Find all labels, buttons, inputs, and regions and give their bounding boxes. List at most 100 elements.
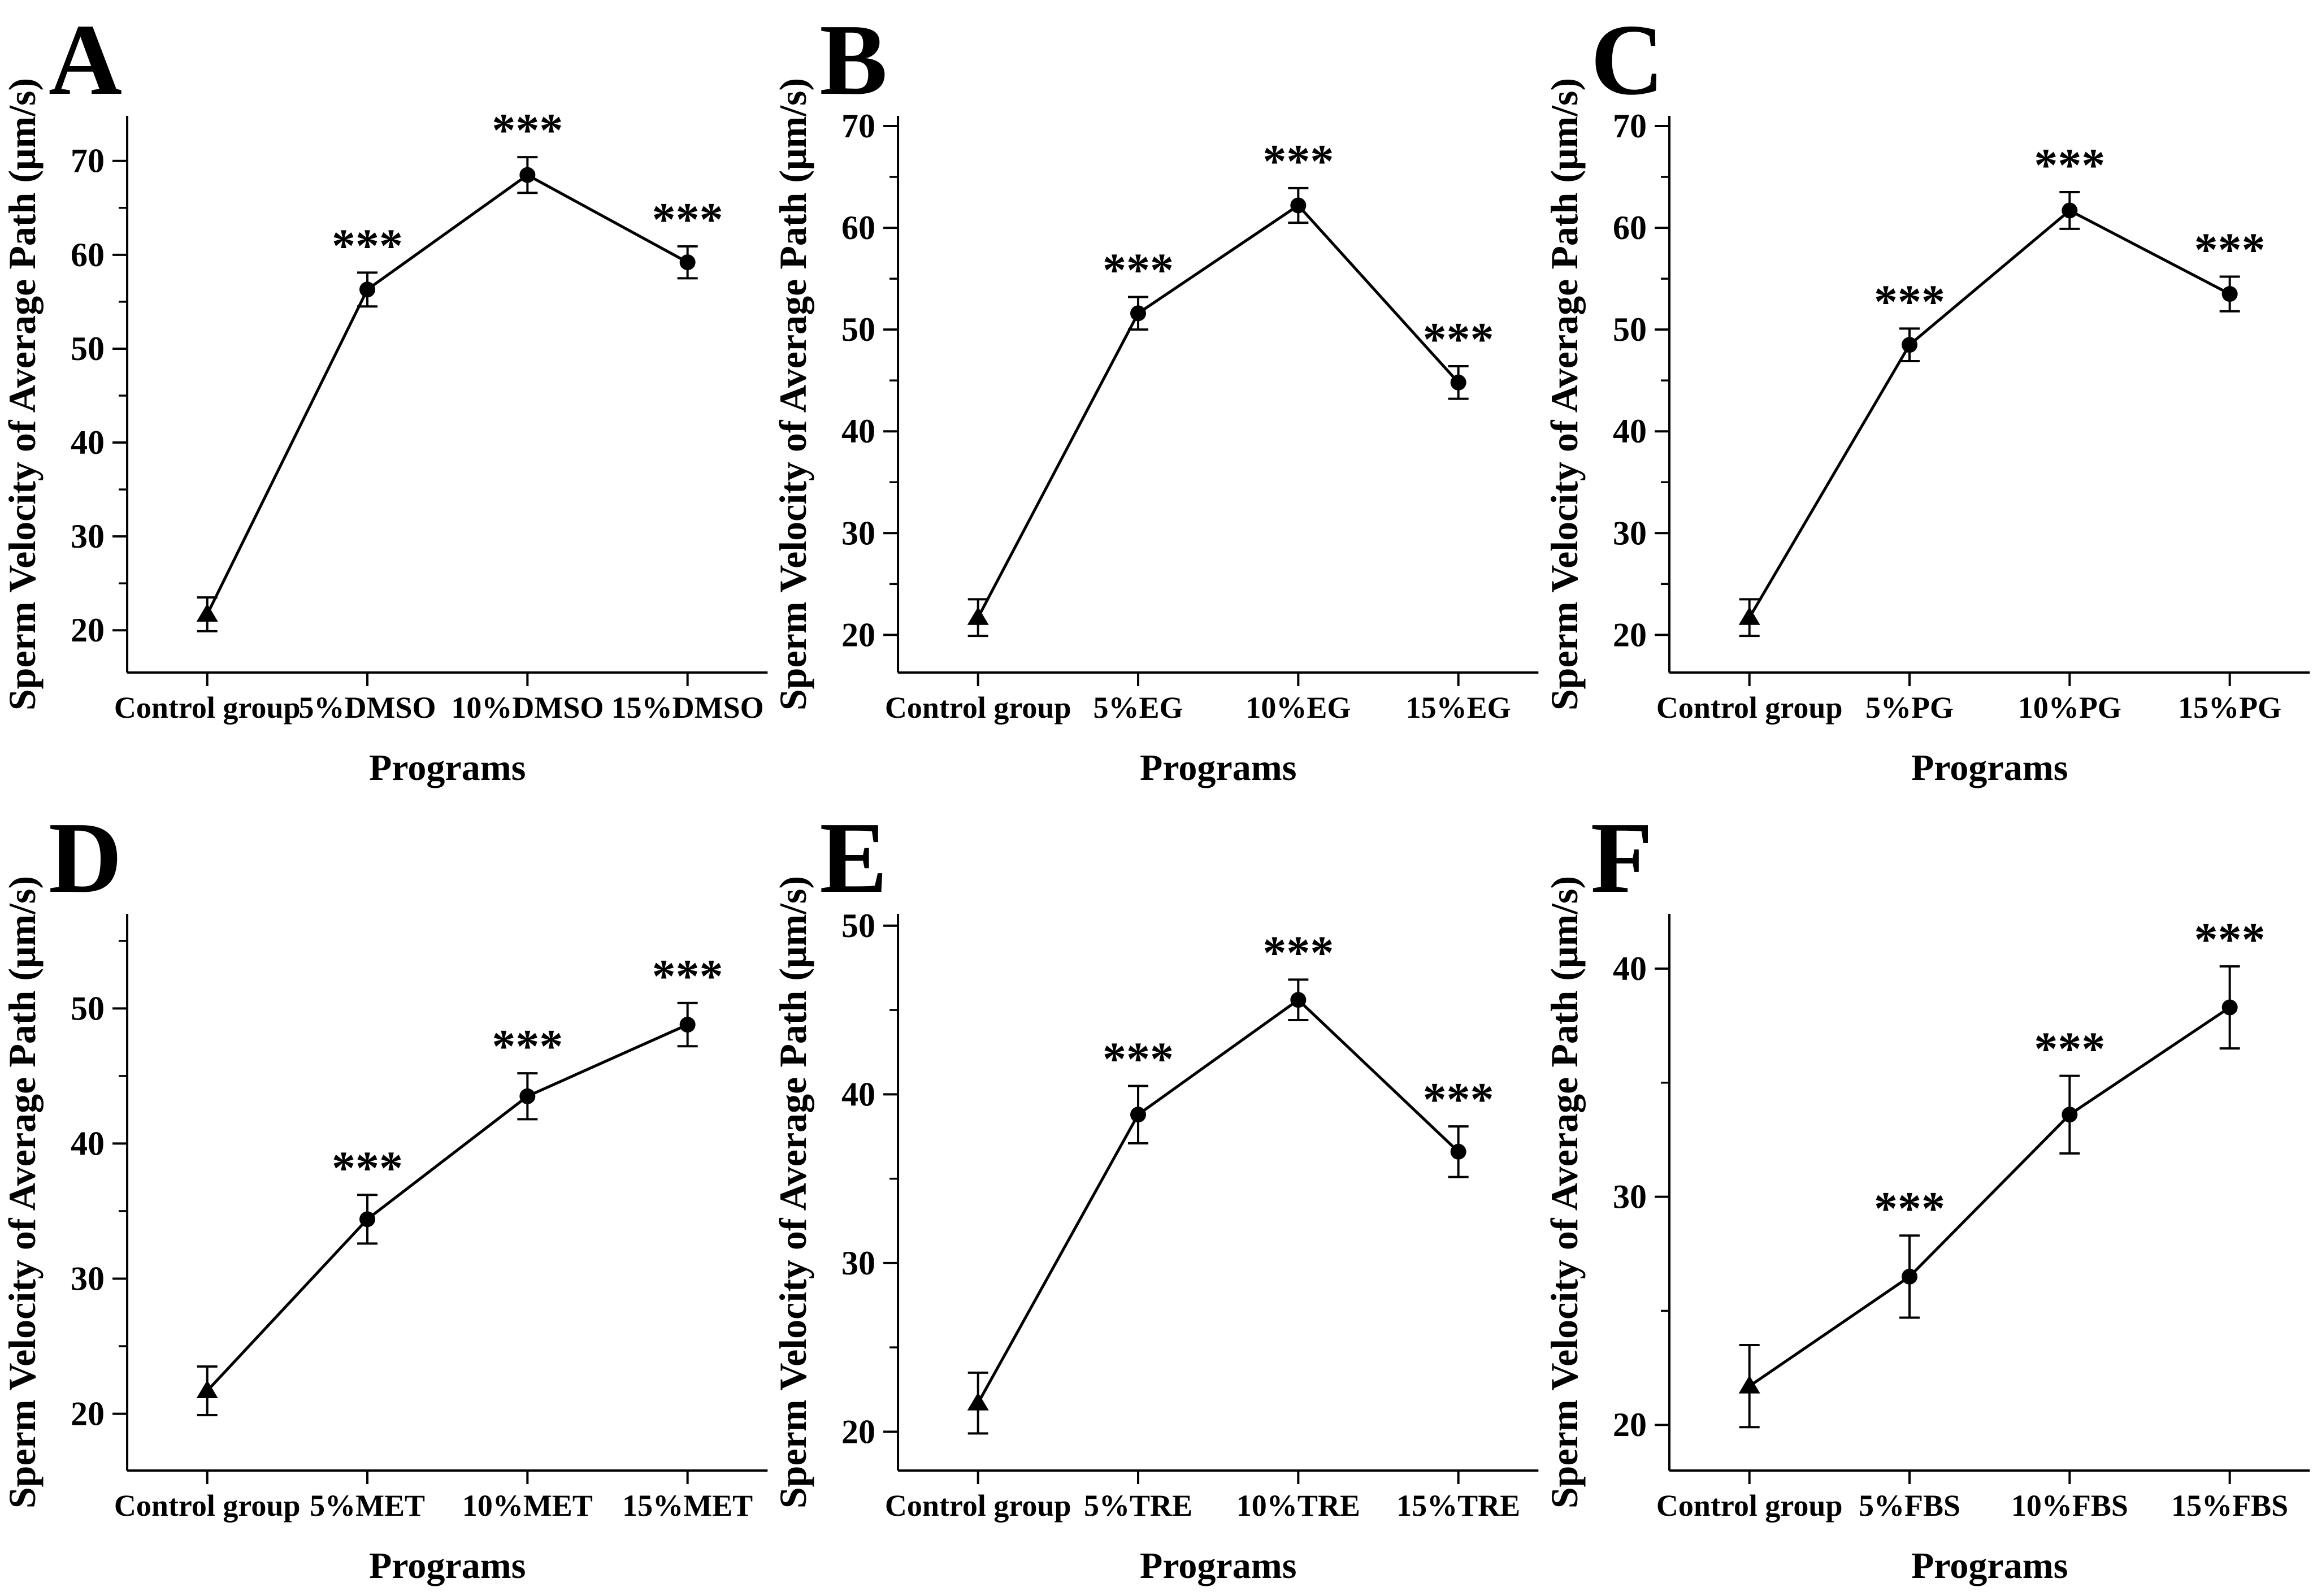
data-point-circle xyxy=(2221,286,2238,302)
significance-stars: *** xyxy=(2194,224,2265,276)
plot-area-F: 20 30 40 Control group 5%FBS 10%FBS 15%FBS Prog… xyxy=(1543,876,2310,1586)
significance-stars: *** xyxy=(1263,926,1334,979)
data-point-circle xyxy=(1130,305,1147,322)
y-tick-label: 40 xyxy=(841,413,875,450)
x-tick-label: 10%TRE xyxy=(1236,1489,1360,1523)
data-point-circle xyxy=(1450,374,1466,391)
chart-B: 20 30 40 50 60 70 Control group 5%EG 10%EG 15%EG P… xyxy=(771,78,1539,788)
y-axis-title: Sperm Velocity of Average Path (μm/s) xyxy=(1543,78,1586,710)
data-point-triangle xyxy=(196,1380,218,1398)
panel-letter-C: C xyxy=(1590,3,1664,116)
x-tick-label: 10%MET xyxy=(462,1489,593,1523)
y-axis-title: Sperm Velocity of Average Path (μm/s) xyxy=(771,78,814,710)
significance-stars: *** xyxy=(2194,913,2265,966)
data-line xyxy=(1748,1006,2230,1387)
x-tick-label: Control group xyxy=(114,1489,301,1523)
y-tick-label: 20 xyxy=(841,616,875,653)
y-tick-label: 40 xyxy=(71,424,105,461)
data-point-circle xyxy=(1901,1268,1917,1285)
x-tick-label: Control group xyxy=(885,691,1071,725)
x-tick-label: 15%EG xyxy=(1406,691,1511,725)
panel-D: D 20 30 40 50 Control group 5%MET 10%MET 15%MET… xyxy=(0,798,771,1596)
panel-C: C 20 30 40 50 60 70 Control group 5%PG 10%PG 15%P… xyxy=(1542,0,2313,798)
y-tick-label: 50 xyxy=(1613,311,1647,348)
x-tick-label: 10%DMSO xyxy=(451,691,604,725)
x-axis-title: Programs xyxy=(369,1545,526,1586)
x-axis-title: Programs xyxy=(1911,1545,2068,1586)
significance-stars: *** xyxy=(1874,275,1945,328)
x-tick-label: 5%DMSO xyxy=(299,691,436,725)
y-tick-label: 20 xyxy=(841,1413,875,1450)
panel-E: E 20 30 40 50 Control group 5%TRE 10%TRE 15%TRE… xyxy=(771,798,1542,1596)
panel-letter-D: D xyxy=(49,801,122,914)
x-axis-title: Programs xyxy=(1140,1545,1296,1586)
y-tick-label: 50 xyxy=(71,990,105,1027)
y-tick-label: 30 xyxy=(841,1244,875,1282)
x-tick-label: 10%FBS xyxy=(2011,1489,2128,1523)
panel-letter-B: B xyxy=(819,3,888,116)
data-point-circle xyxy=(2062,202,2078,219)
y-axis-title: Sperm Velocity of Average Path (μm/s) xyxy=(1,78,44,710)
x-tick-label: Control group xyxy=(1656,1489,1843,1523)
x-tick-label: 5%TRE xyxy=(1084,1489,1192,1523)
x-tick-label: 5%EG xyxy=(1093,691,1183,725)
x-tick-label: Control group xyxy=(1656,691,1843,725)
y-axis-title: Sperm Velocity of Average Path (μm/s) xyxy=(1543,876,1586,1508)
data-point-circle xyxy=(359,281,376,298)
panel-F: F 20 30 40 Control group 5%FBS 10%FBS 15%FBS Pr… xyxy=(1542,798,2313,1596)
x-axis-title: Programs xyxy=(1911,747,2068,788)
y-tick-label: 30 xyxy=(841,514,875,552)
x-tick-label: 5%MET xyxy=(310,1489,425,1523)
plot-area-C: 20 30 40 50 60 70 Control group 5%PG 10%PG 15%PG P… xyxy=(1543,78,2310,788)
x-tick-label: Control group xyxy=(885,1489,1071,1523)
chart-C: 20 30 40 50 60 70 Control group 5%PG 10%PG 15%PG P… xyxy=(1543,78,2310,788)
y-tick-label: 40 xyxy=(1613,413,1647,450)
data-point-circle xyxy=(359,1211,376,1228)
panel-A: A 20 30 40 50 60 70 Control group 5%DMSO 10%DMSO… xyxy=(0,0,771,798)
y-tick-label: 50 xyxy=(841,311,875,348)
data-point-circle xyxy=(679,254,696,271)
data-point-circle xyxy=(679,1017,696,1033)
panel-letter-F: F xyxy=(1590,801,1653,914)
chart-E: 20 30 40 50 Control group 5%TRE 10%TRE 15%TRE Pr… xyxy=(771,876,1539,1586)
y-tick-label: 40 xyxy=(1613,950,1647,987)
data-line xyxy=(1748,209,2230,619)
y-tick-label: 60 xyxy=(71,236,105,274)
y-tick-label: 40 xyxy=(71,1125,105,1162)
panel-B: B 20 30 40 50 60 70 Control group 5%EG 10%EG 15%E… xyxy=(771,0,1542,798)
plot-area-D: 20 30 40 50 Control group 5%MET 10%MET 15%MET Pr… xyxy=(1,876,768,1586)
data-point-circle xyxy=(1290,992,1307,1008)
plot-area-B: 20 30 40 50 60 70 Control group 5%EG 10%EG 15%EG P… xyxy=(771,78,1539,788)
significance-stars: *** xyxy=(1423,1073,1494,1126)
y-tick-label: 30 xyxy=(71,518,105,555)
x-tick-label: 10%PG xyxy=(2018,691,2121,725)
x-tick-label: 5%PG xyxy=(1865,691,1954,725)
y-tick-label: 30 xyxy=(1613,1178,1647,1216)
y-tick-label: 30 xyxy=(71,1260,105,1298)
x-tick-label: 15%TRE xyxy=(1396,1489,1520,1523)
y-tick-label: 20 xyxy=(1613,1406,1647,1443)
y-tick-label: 70 xyxy=(1613,107,1647,145)
data-point-triangle xyxy=(1738,606,1760,625)
data-point-triangle xyxy=(196,604,218,622)
significance-stars: *** xyxy=(1263,135,1334,188)
y-tick-label: 60 xyxy=(841,209,875,246)
y-tick-label: 50 xyxy=(71,330,105,367)
significance-stars: *** xyxy=(2034,1023,2105,1075)
x-tick-label: 15%MET xyxy=(622,1489,753,1523)
y-tick-label: 20 xyxy=(1613,616,1647,653)
data-line xyxy=(206,1023,688,1392)
y-axis-title: Sperm Velocity of Average Path (μm/s) xyxy=(771,876,814,1508)
chart-D: 20 30 40 50 Control group 5%MET 10%MET 15%MET Pr… xyxy=(1,876,768,1586)
x-tick-label: 15%PG xyxy=(2178,691,2281,725)
significance-stars: *** xyxy=(492,104,563,157)
data-point-circle xyxy=(1290,197,1307,214)
panel-letter-E: E xyxy=(819,801,888,914)
significance-stars: *** xyxy=(332,219,403,272)
x-tick-label: 15%FBS xyxy=(2171,1489,2288,1523)
data-point-triangle xyxy=(967,1392,990,1411)
y-tick-label: 40 xyxy=(841,1075,875,1113)
data-point-circle xyxy=(1901,337,1917,353)
